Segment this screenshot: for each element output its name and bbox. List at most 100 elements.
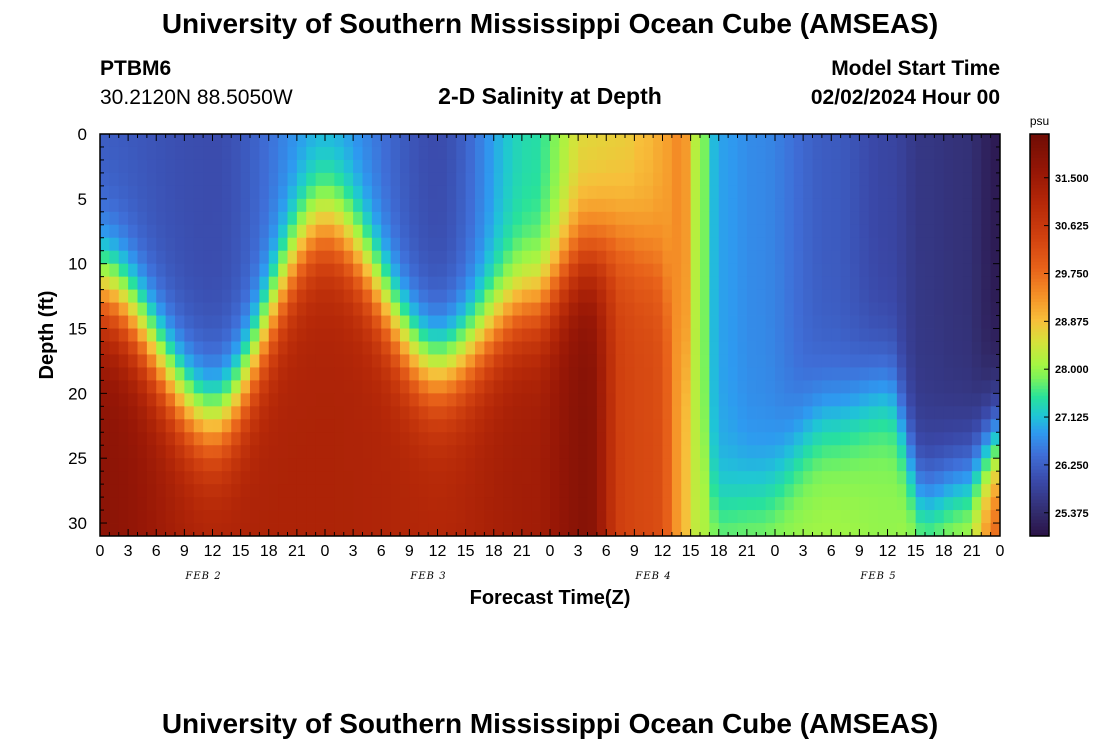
heatmap-cell (325, 302, 335, 316)
heatmap-cell (109, 289, 120, 303)
heatmap-cell (371, 159, 382, 174)
heatmap-cell (887, 211, 898, 226)
heatmap-cell (906, 315, 917, 329)
colorbar-segment (1030, 351, 1049, 356)
heatmap-cell (353, 289, 363, 303)
heatmap-cell (746, 289, 757, 303)
colorbar-segment (1030, 452, 1049, 457)
heatmap-cell (625, 354, 635, 368)
heatmap-cell (437, 510, 448, 524)
heatmap-cell (568, 497, 579, 511)
heatmap-cell (221, 315, 232, 329)
heatmap-cell (653, 510, 663, 524)
heatmap-cell (428, 224, 438, 239)
heatmap-cell (550, 237, 560, 252)
heatmap-cell (531, 510, 542, 524)
colorbar-segment (1030, 271, 1049, 276)
heatmap-cell (315, 276, 326, 291)
heatmap-cell (146, 185, 157, 200)
heatmap-cell (831, 134, 842, 148)
x-tick-label: 3 (349, 543, 358, 560)
heatmap-cell (878, 354, 888, 368)
heatmap-cell (184, 471, 195, 485)
heatmap-cell (381, 367, 392, 381)
colorbar-segment (1030, 164, 1049, 168)
heatmap-cell (550, 134, 560, 148)
heatmap-cell (953, 328, 963, 342)
heatmap-cell (803, 445, 813, 459)
heatmap-cell (456, 497, 467, 511)
heatmap-cell (746, 328, 757, 342)
heatmap-cell (915, 185, 926, 200)
heatmap-cell (821, 445, 832, 459)
heatmap-cell (100, 458, 110, 472)
heatmap-cell (259, 354, 270, 368)
heatmap-cell (390, 134, 401, 148)
heatmap-cell (306, 185, 317, 200)
heatmap-cell (512, 380, 523, 394)
heatmap-cell (296, 159, 307, 174)
heatmap-cell (615, 406, 626, 420)
heatmap-cell (315, 523, 326, 536)
colorbar-tick-label: 28.875 (1055, 316, 1089, 328)
heatmap-cell (456, 380, 467, 394)
heatmap-cell (446, 289, 457, 303)
heatmap-cell (325, 146, 335, 161)
heatmap-cell (484, 185, 495, 200)
heatmap-cell (484, 406, 495, 420)
heatmap-cell (212, 484, 223, 498)
heatmap-cell (896, 224, 907, 239)
heatmap-cell (437, 263, 448, 278)
heatmap-cell (353, 328, 363, 342)
heatmap-cell (493, 263, 504, 278)
heatmap-cell (250, 146, 260, 161)
heatmap-cell (718, 510, 729, 524)
colorbar-segment (1030, 140, 1049, 145)
heatmap-cell (803, 315, 813, 329)
heatmap-cell (531, 263, 542, 278)
heatmap-cell (681, 211, 692, 226)
heatmap-cell (306, 523, 317, 536)
heatmap-cell (259, 185, 270, 200)
heatmap-cell (625, 172, 635, 187)
heatmap-cell (981, 263, 992, 278)
heatmap-cell (353, 250, 363, 265)
heatmap-cell (521, 185, 532, 200)
colorbar-segment (1030, 368, 1049, 373)
heatmap-cell (821, 198, 832, 213)
heatmap-cell (531, 134, 542, 148)
heatmap-cell (878, 523, 888, 536)
heatmap-cell (643, 354, 654, 368)
heatmap-cell (756, 315, 767, 329)
heatmap-cell (906, 276, 917, 291)
heatmap-cell (878, 198, 888, 213)
heatmap-cell (428, 159, 438, 174)
heatmap-cell (118, 328, 129, 342)
heatmap-cell (971, 510, 982, 524)
heatmap-cell (400, 510, 410, 524)
heatmap-cell (568, 263, 579, 278)
heatmap-cell (728, 263, 738, 278)
heatmap-cell (840, 134, 851, 148)
colorbar-tick-label: 27.125 (1055, 412, 1089, 424)
heatmap-cell (287, 172, 298, 187)
heatmap-cell (615, 432, 626, 446)
heatmap-cell (784, 211, 795, 226)
heatmap-cell (418, 458, 429, 472)
heatmap-cell (812, 354, 823, 368)
heatmap-cell (812, 237, 823, 252)
heatmap-cell (418, 185, 429, 200)
heatmap-cell (550, 250, 560, 265)
heatmap-cell (550, 419, 560, 433)
heatmap-cell (278, 432, 288, 446)
heatmap-cell (915, 276, 926, 291)
heatmap-cell (325, 224, 335, 239)
heatmap-cell (971, 458, 982, 472)
colorbar-segment (1030, 144, 1049, 148)
heatmap-cell (475, 380, 485, 394)
heatmap-cell (765, 458, 776, 472)
heatmap-cell (165, 302, 176, 316)
heatmap-cell (484, 367, 495, 381)
heatmap-cell (906, 302, 917, 316)
heatmap-cell (550, 146, 560, 161)
